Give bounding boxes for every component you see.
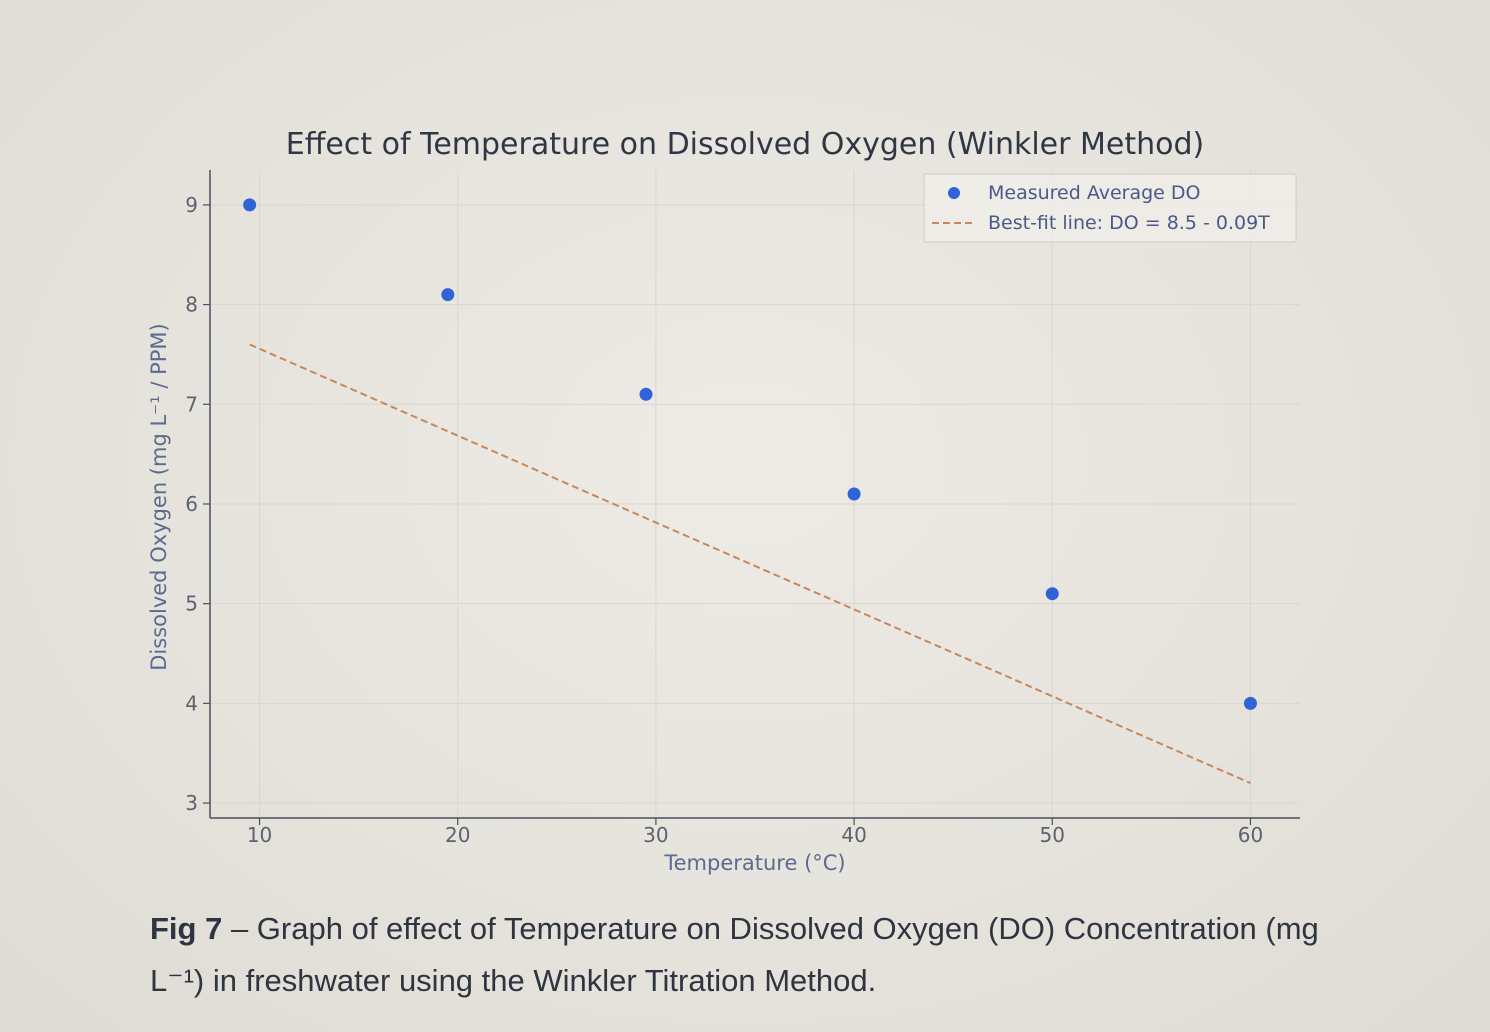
legend: Measured Average DO Best-fit line: DO = … <box>923 173 1297 243</box>
data-point <box>441 288 455 302</box>
x-tick-label: 50 <box>1040 823 1065 847</box>
caption-figure-number: Fig 7 <box>150 911 223 946</box>
data-point <box>1243 696 1257 710</box>
best-fit-layer <box>249 343 1251 785</box>
y-tick-label: 3 <box>185 791 198 815</box>
x-tick-label: 60 <box>1238 823 1263 847</box>
x-tick-label: 20 <box>445 823 470 847</box>
legend-label-fit: Best-fit line: DO = 8.5 - 0.09T <box>988 212 1270 234</box>
x-tick-label: 10 <box>247 823 272 847</box>
data-point <box>847 487 861 501</box>
y-tick-label: 7 <box>185 392 198 416</box>
caption-text: – Graph of effect of Temperature on Diss… <box>150 911 1319 998</box>
data-points-layer <box>243 198 1257 710</box>
y-tick-label: 6 <box>185 492 198 516</box>
x-tick-label: 30 <box>643 823 668 847</box>
legend-box <box>923 173 1297 243</box>
chart-title: Effect of Temperature on Dissolved Oxyge… <box>286 127 1204 162</box>
legend-label-measured: Measured Average DO <box>988 182 1201 204</box>
y-tick-label: 5 <box>185 592 198 616</box>
y-tick-label: 8 <box>185 293 198 317</box>
axes: 10 20 30 40 50 60 3 4 5 6 7 8 9 <box>185 170 1300 847</box>
y-tick-label: 4 <box>185 691 198 715</box>
best-fit-line <box>249 343 1251 785</box>
legend-marker-measured <box>948 187 960 199</box>
data-point <box>639 387 653 401</box>
figure-caption: Fig 7 – Graph of effect of Temperature o… <box>150 903 1350 1007</box>
x-tick-label: 40 <box>841 823 866 847</box>
data-point <box>243 198 257 212</box>
y-tick-label: 9 <box>185 193 198 217</box>
y-axis-label: Dissolved Oxygen (mg L⁻¹ / PPM) <box>147 323 171 670</box>
grid-lines <box>210 170 1300 818</box>
x-axis-label: Temperature (°C) <box>663 851 845 875</box>
data-point <box>1045 587 1059 601</box>
